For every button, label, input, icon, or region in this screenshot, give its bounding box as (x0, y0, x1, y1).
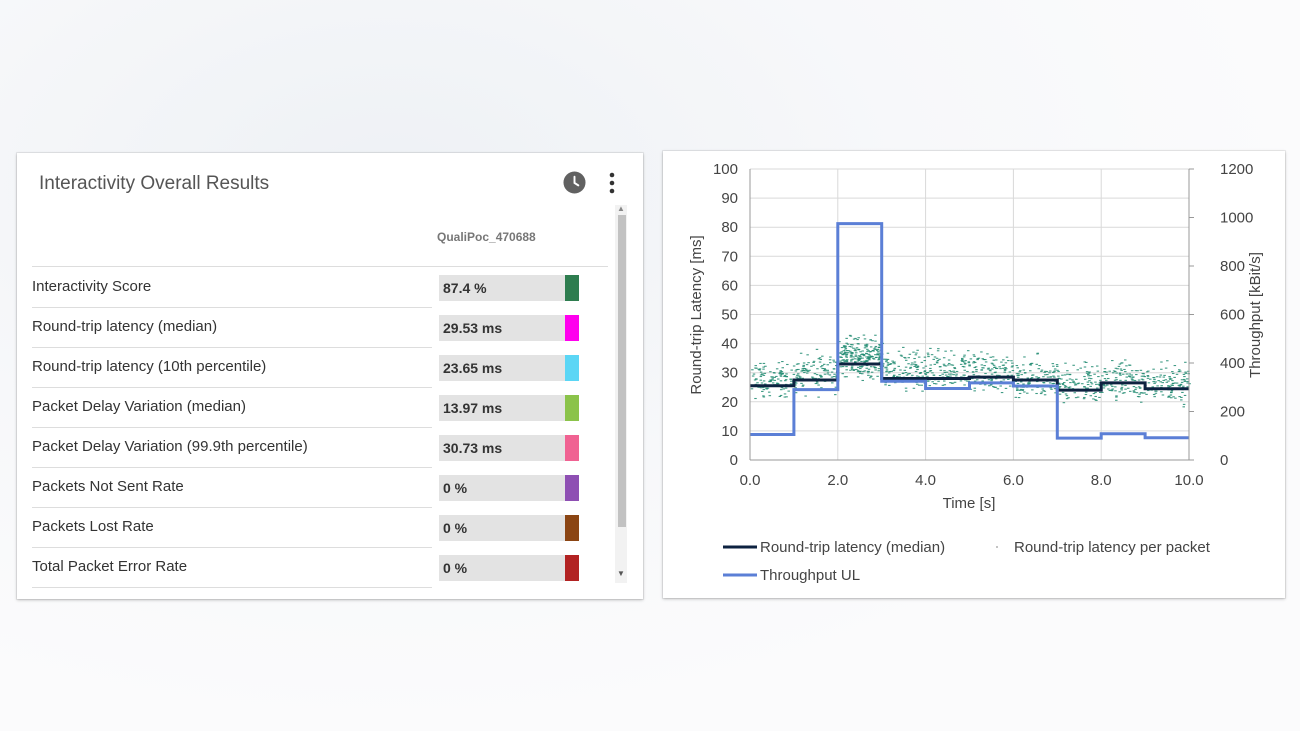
y2-tick-label: 0 (1220, 452, 1228, 469)
chart-grid (749, 168, 1190, 461)
color-swatch (565, 435, 579, 461)
row-divider (32, 547, 432, 548)
history-clock-icon[interactable] (563, 171, 586, 194)
series-lines (750, 222, 1189, 440)
result-row: Round-trip latency (median) 29.53 ms (32, 308, 608, 348)
scrollbar-thumb[interactable] (618, 215, 626, 527)
value-bar (439, 515, 567, 541)
y2-tick-label: 1200 (1220, 161, 1253, 178)
metric-label: Round-trip latency (median) (32, 318, 218, 335)
value-bar (439, 555, 567, 581)
row-divider (32, 507, 432, 508)
result-row: Packet Delay Variation (99.9th percentil… (32, 428, 608, 468)
x-tick-label: 8.0 (1091, 472, 1112, 489)
scroll-down-arrow-icon[interactable]: ▼ (617, 569, 625, 578)
metric-value: 0 % (443, 480, 468, 496)
metric-label: Round-trip latency (10th percentile) (32, 358, 267, 375)
result-row: Total Packet Error Rate 0 % (32, 548, 608, 588)
metric-value: 0 % (443, 520, 468, 536)
column-header-device: QualiPoc_470688 (437, 230, 536, 244)
card-title: Interactivity Overall Results (39, 173, 270, 194)
throughput-ul-line (750, 222, 1189, 440)
row-divider (32, 307, 432, 308)
row-divider (32, 347, 432, 348)
chart-legend: Round-trip latency (median) Round-trip la… (723, 539, 1211, 584)
y-tick-label: 60 (721, 277, 738, 294)
metric-value: 29.53 ms (443, 320, 503, 336)
value-bar (439, 355, 567, 381)
latency-throughput-chart: 0.0 2.0 4.0 6.0 8.0 10.0 0 10 20 30 40 50 60 70 80 90 10… (688, 161, 1264, 584)
header-divider (32, 266, 608, 267)
metric-label: Packet Delay Variation (median) (32, 398, 246, 415)
metric-value: 30.73 ms (443, 440, 503, 456)
interactivity-results-card: Interactivity Overall Results QualiPoc_4… (17, 153, 643, 599)
metric-label: Total Packet Error Rate (32, 558, 188, 575)
result-row: Packet Delay Variation (median) 13.97 ms (32, 388, 608, 428)
row-divider (32, 587, 432, 588)
x-tick-label: 4.0 (915, 472, 936, 489)
color-swatch (565, 555, 579, 581)
x-tick-label: 6.0 (1003, 472, 1024, 489)
metric-value: 0 % (443, 560, 468, 576)
x-tick-label: 2.0 (827, 472, 848, 489)
result-row: Packets Not Sent Rate 0 % (32, 468, 608, 508)
result-row: Packets Lost Rate 0 % (32, 508, 608, 548)
per-packet-scatter (750, 334, 1191, 408)
value-bar (439, 475, 567, 501)
metric-label: Packets Not Sent Rate (32, 478, 184, 495)
metric-value: 13.97 ms (443, 400, 503, 416)
metric-value: 23.65 ms (443, 360, 503, 376)
y-axis-label: Round-trip Latency [ms] (688, 235, 705, 394)
value-bar (439, 315, 567, 341)
color-swatch (565, 275, 579, 301)
y2-tick-label: 1000 (1220, 210, 1253, 227)
y2-tick-label: 400 (1220, 355, 1245, 372)
y2-tick-label: 200 (1220, 404, 1245, 421)
y-tick-label: 10 (721, 423, 738, 440)
x-tick-label: 10.0 (1174, 472, 1203, 489)
metric-label: Interactivity Score (32, 278, 152, 295)
x-axis-label: Time [s] (943, 495, 996, 512)
row-divider (32, 467, 432, 468)
x-tick-label: 0.0 (740, 472, 761, 489)
y-tick-label: 40 (721, 336, 738, 353)
metric-label: Packet Delay Variation (99.9th percentil… (32, 438, 308, 455)
y-tick-label: 70 (721, 248, 738, 265)
color-swatch (565, 355, 579, 381)
metric-value: 87.4 % (443, 280, 487, 296)
y-tick-label: 80 (721, 219, 738, 236)
legend-label: Round-trip latency per packet (1014, 539, 1211, 556)
color-swatch (565, 475, 579, 501)
scroll-up-arrow-icon[interactable]: ▲ (617, 204, 625, 213)
legend-label: Throughput UL (760, 567, 860, 584)
y-tick-label: 0 (730, 452, 738, 469)
y-tick-label: 50 (721, 307, 738, 324)
y2-tick-label: 800 (1220, 258, 1245, 275)
y-tick-label: 20 (721, 394, 738, 411)
row-divider (32, 427, 432, 428)
result-row: Interactivity Score 87.4 % (32, 268, 608, 308)
color-swatch (565, 395, 579, 421)
y-tick-label: 90 (721, 190, 738, 207)
y-tick-label: 100 (713, 161, 738, 178)
more-options-icon[interactable] (605, 171, 619, 195)
color-swatch (565, 515, 579, 541)
color-swatch (565, 315, 579, 341)
legend-label: Round-trip latency (median) (760, 539, 945, 556)
y2-axis-label: Throughput [kBit/s] (1247, 252, 1264, 378)
metric-label: Packets Lost Rate (32, 518, 154, 535)
latency-throughput-chart-card: 0.0 2.0 4.0 6.0 8.0 10.0 0 10 20 30 40 50 60 70 80 90 10… (663, 151, 1285, 598)
value-bar (439, 435, 567, 461)
y2-tick-label: 600 (1220, 307, 1245, 324)
result-row: Round-trip latency (10th percentile) 23.6… (32, 348, 608, 388)
value-bar (439, 275, 567, 301)
value-bar (439, 395, 567, 421)
y-tick-label: 30 (721, 365, 738, 382)
row-divider (32, 387, 432, 388)
chart-axes: 0.0 2.0 4.0 6.0 8.0 10.0 0 10 20 30 40 50 60 70 80 90 10… (713, 161, 1253, 489)
